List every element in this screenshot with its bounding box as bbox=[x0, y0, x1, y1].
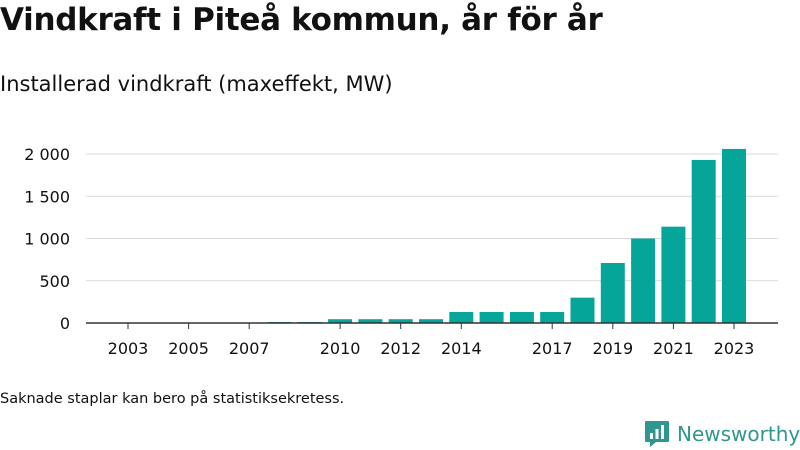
y-tick-label: 1 000 bbox=[24, 230, 70, 249]
bar-2022 bbox=[691, 159, 716, 323]
x-tick-label: 2014 bbox=[441, 339, 482, 358]
footnote: Saknade staplar kan bero på statistiksek… bbox=[0, 391, 345, 407]
chart-title: Vindkraft i Piteå kommun, år för år bbox=[0, 2, 603, 38]
x-tick-label: 2023 bbox=[714, 339, 755, 358]
bar-2018 bbox=[570, 297, 595, 323]
y-tick-label: 0 bbox=[60, 314, 70, 333]
bar-2021 bbox=[661, 226, 686, 323]
bar-2011 bbox=[358, 319, 383, 323]
x-tick-label: 2005 bbox=[168, 339, 209, 358]
x-tick-label: 2003 bbox=[108, 339, 149, 358]
newsworthy-logo-icon bbox=[645, 421, 669, 447]
bar-2014 bbox=[449, 312, 474, 323]
bar-2010 bbox=[328, 319, 353, 323]
y-tick-label: 500 bbox=[39, 272, 70, 291]
bar-2012 bbox=[388, 319, 413, 323]
x-tick-label: 2021 bbox=[653, 339, 694, 358]
y-tick-label: 1 500 bbox=[24, 187, 70, 206]
chart-subtitle: Installerad vindkraft (maxeffekt, MW) bbox=[0, 72, 393, 96]
bar-2020 bbox=[631, 238, 656, 323]
bar-chart: 0 500 1 000 1 500 2 000 2003 2005 2007 2010 2012 2… bbox=[24, 145, 778, 358]
x-tick-label: 2007 bbox=[229, 339, 270, 358]
brand-logo: Newsworthy bbox=[644, 419, 800, 449]
y-tick-label: 2 000 bbox=[24, 145, 70, 164]
bar-2015 bbox=[479, 312, 504, 323]
x-tick-label: 2012 bbox=[380, 339, 421, 358]
bar-2016 bbox=[509, 312, 534, 323]
bar-2019 bbox=[600, 263, 625, 323]
x-tick-label: 2010 bbox=[320, 339, 361, 358]
bar-2013 bbox=[419, 319, 443, 323]
x-tick-label: 2019 bbox=[592, 339, 633, 358]
brand-name: Newsworthy bbox=[677, 422, 800, 446]
bar-2017 bbox=[540, 312, 565, 323]
bar-2023 bbox=[722, 148, 746, 323]
x-tick-label: 2017 bbox=[532, 339, 573, 358]
